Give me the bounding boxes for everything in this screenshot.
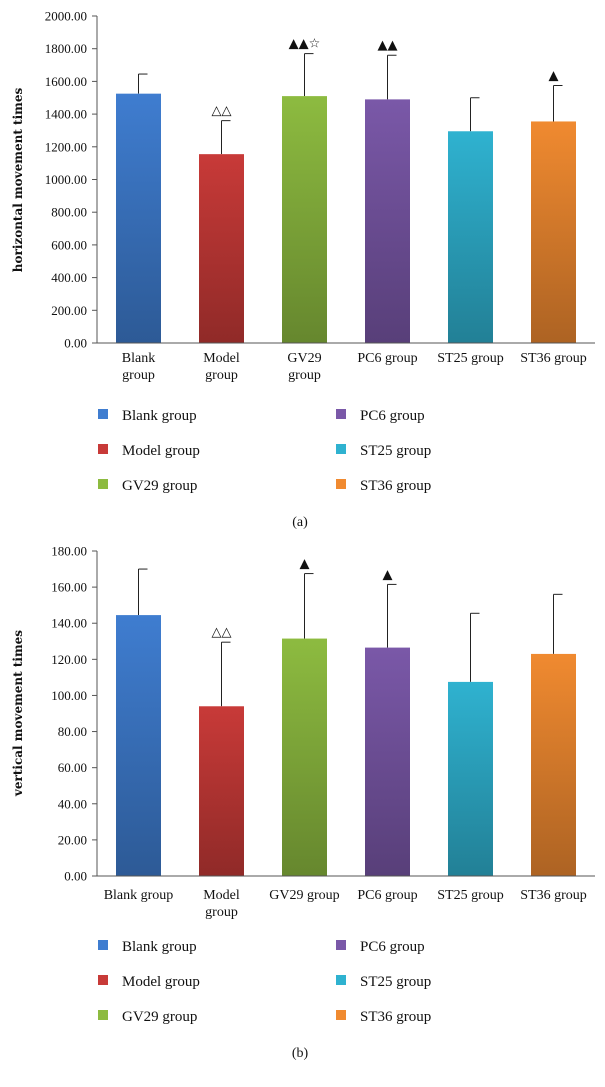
chart-b-bar-st36-group [531,653,576,876]
chart-b-legend-item-model-group: Model group [98,974,200,990]
chart-b-bar-gv29-group [282,638,327,876]
chart-a-legend-swatch [98,409,108,419]
chart-b-x-label-st25-group: ST25 group [437,888,504,903]
chart-a-legend-item-pc6-group: PC6 group [336,408,425,424]
chart-b-bar-model-group [199,706,244,876]
chart-b-y-tick-label: 40.00 [58,796,87,811]
chart-b-legend-swatch [336,975,346,985]
chart-a-bar-pc6-group [365,99,410,343]
chart-b-y-tick-label: 120.00 [51,652,87,667]
chart-b-y-tick-label: 100.00 [51,688,87,703]
chart-a-legend-item-blank-group: Blank group [98,408,197,424]
chart-b-legend-item-gv29-group: GV29 group [98,1009,197,1025]
chart-b-legend: Blank group Model group GV29 group PC6 grou… [98,939,431,1025]
chart-b-bar-st25-group [448,681,493,876]
chart-a-bar-gv29-group [282,96,327,344]
chart-a-x-label-st36-group: ST36 group [520,351,587,366]
chart-a-y-tick-label: 1400.00 [45,107,87,122]
chart-a-bar-model-group [199,154,244,343]
chart-a-legend-swatch [98,479,108,489]
chart-b-legend-label: ST25 group [360,974,431,990]
chart-b-bar-blank-group [116,615,161,876]
chart-b-ylabel: vertical movement times [11,630,25,797]
chart-a-x-label-blank-group: Blank group [122,351,155,383]
chart-b-legend-swatch [98,1010,108,1020]
chart-a-marker-model-group: △△ [212,104,232,119]
chart-a-x-label-gv29-group: GV29 group [287,351,321,383]
chart-b-y-tick-label: 20.00 [58,832,87,847]
chart-b-x-label-model-group: Model group [203,888,240,920]
chart-b-plot: 0.00 20.00 40.00 60.00 80.00 100.00 120.00 140.… [51,544,595,920]
chart-b-legend-swatch [336,940,346,950]
chart-a-legend-item-st25-group: ST25 group [336,443,431,459]
chart-b-legend-swatch [98,940,108,950]
chart-b-x-label-st36-group: ST36 group [520,888,587,903]
chart-b-caption: (b) [292,1046,309,1061]
chart-a-legend-label: Model group [122,443,200,459]
chart-b-legend-item-st25-group: ST25 group [336,974,431,990]
chart-a-legend-label: GV29 group [122,478,197,494]
chart-a-caption: (a) [292,515,308,530]
chart-a-legend-swatch [336,444,346,454]
chart-b-x-label-gv29-group: GV29 group [269,888,339,903]
chart-a-legend-item-model-group: Model group [98,443,200,459]
chart-a-y-tick-label: 1200.00 [45,139,87,154]
chart-b-y-tick-label: 140.00 [51,616,87,631]
chart-a-y-tick-label: 600.00 [51,237,87,252]
chart-a-legend-swatch [336,409,346,419]
chart-a-marker-pc6-group: ▲▲ [378,38,398,53]
chart-b-x-label-blank-group: Blank group [104,888,174,903]
chart-b-y-tick-label: 80.00 [58,724,87,739]
chart-a-legend: Blank group Model group GV29 group PC6 grou… [98,408,431,494]
chart-a-bar-st36-group [531,121,576,344]
chart-b: vertical movement times 0.00 20.00 40.00 60… [11,544,595,1061]
chart-b-legend-swatch [98,975,108,985]
chart-a-y-tick-label: 1000.00 [45,172,87,187]
chart-a-y-tick-label: 800.00 [51,205,87,220]
chart-b-legend-item-st36-group: ST36 group [336,1009,431,1025]
chart-a-y-tick-label: 200.00 [51,303,87,318]
chart-b-legend-label: Model group [122,974,200,990]
chart-a-legend-swatch [336,479,346,489]
chart-a-legend-item-gv29-group: GV29 group [98,478,197,494]
chart-b-bar-pc6-group [365,647,410,876]
chart-b-x-label-pc6-group: PC6 group [357,888,417,903]
chart-b-marker-pc6-group: ▲ [383,567,393,582]
chart-b-legend-item-blank-group: Blank group [98,939,197,955]
chart-a-x-label-st25-group: ST25 group [437,351,504,366]
chart-b-y-tick-label: 0.00 [64,869,87,884]
chart-a-legend-label: Blank group [122,408,197,424]
chart-a-legend-label: PC6 group [360,408,425,424]
chart-a-bar-st25-group [448,131,493,343]
chart-b-legend-label: Blank group [122,939,197,955]
chart-b-legend-label: ST36 group [360,1009,431,1025]
chart-b-marker-model-group: △△ [212,625,232,640]
chart-b-y-tick-label: 60.00 [58,760,87,775]
chart-a-legend-swatch [98,444,108,454]
chart-a-legend-label: ST25 group [360,443,431,459]
chart-b-y-tick-label: 180.00 [51,544,87,559]
chart-a-legend-item-st36-group: ST36 group [336,478,431,494]
chart-a: horizontal movement times 0.00 200.00 400.… [11,9,595,530]
chart-b-legend-label: PC6 group [360,939,425,955]
chart-a-x-label-model-group: Model group [203,351,240,383]
chart-b-marker-gv29-group: ▲ [300,557,310,572]
chart-a-x-label-pc6-group: PC6 group [357,351,417,366]
chart-a-y-tick-label: 1600.00 [45,74,87,89]
chart-a-ylabel: horizontal movement times [11,88,25,273]
chart-a-y-tick-label: 0.00 [64,336,87,351]
chart-a-marker-gv29-group: ▲▲☆ [289,37,321,52]
chart-a-y-tick-label: 400.00 [51,270,87,285]
chart-b-legend-swatch [336,1010,346,1020]
chart-a-plot: 0.00 200.00 400.00 600.00 800.00 1000.00 1200.… [45,9,595,383]
chart-a-y-tick-label: 1800.00 [45,41,87,56]
chart-b-legend-item-pc6-group: PC6 group [336,939,425,955]
chart-b-y-tick-label: 160.00 [51,580,87,595]
chart-a-bar-blank-group [116,93,161,343]
chart-a-y-tick-label: 2000.00 [45,9,87,24]
chart-a-marker-st36-group: ▲ [549,68,559,83]
chart-a-legend-label: ST36 group [360,478,431,494]
chart-b-legend-label: GV29 group [122,1009,197,1025]
